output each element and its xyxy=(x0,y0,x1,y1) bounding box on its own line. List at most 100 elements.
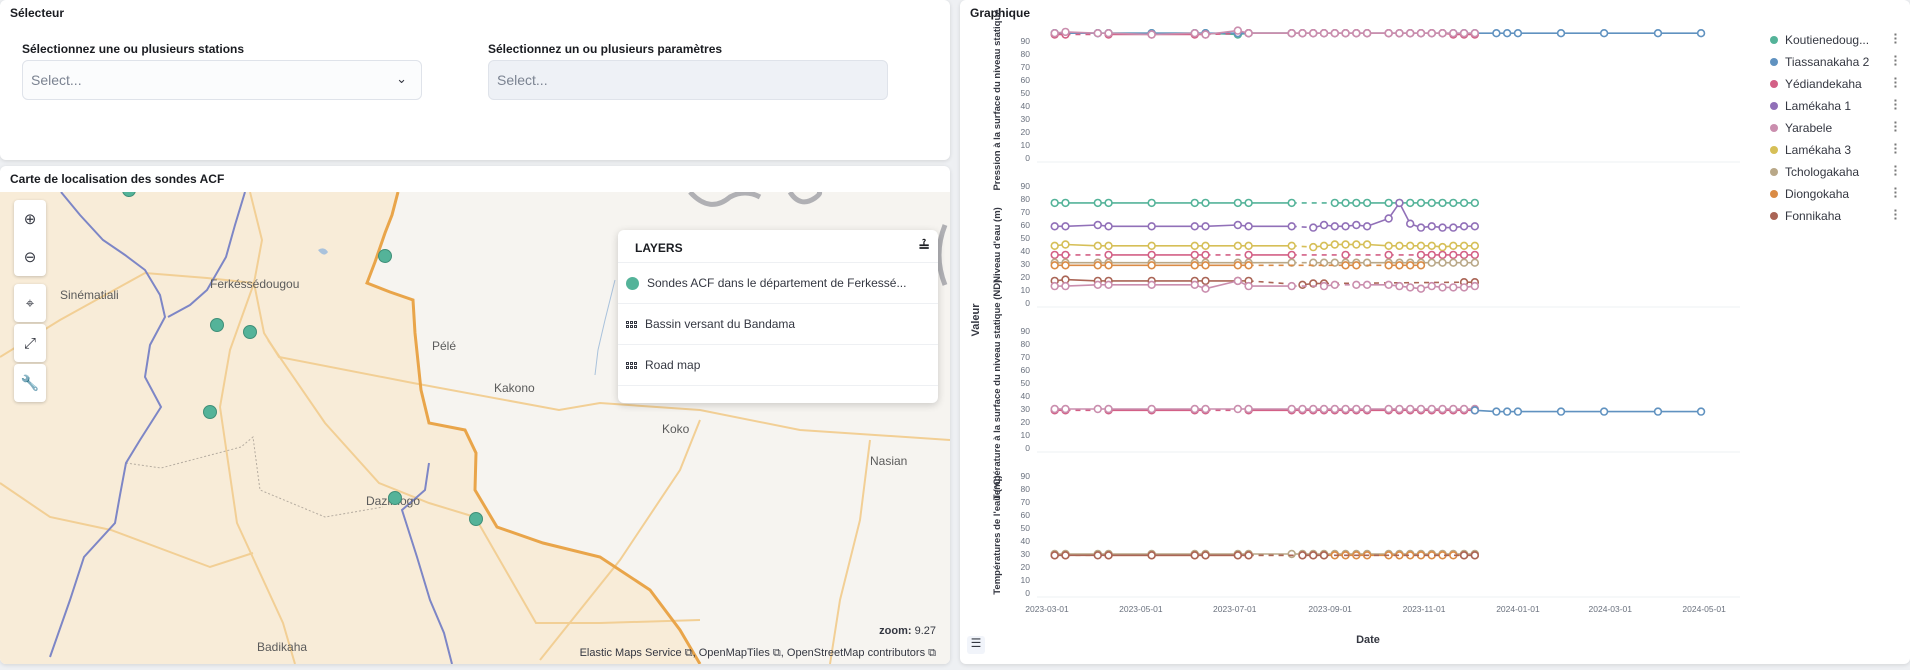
layer-item-sondes[interactable]: Sondes ACF dans le département de Ferkes… xyxy=(618,263,938,304)
roads xyxy=(0,192,950,664)
data-point xyxy=(1201,241,1210,251)
more-options-icon[interactable]: ▪ ▪ ▪ xyxy=(1894,184,1897,201)
data-point xyxy=(1438,250,1447,260)
data-point xyxy=(1416,261,1426,270)
fullscreen-button[interactable]: ⤢ xyxy=(14,324,46,362)
data-point xyxy=(1104,29,1113,38)
data-point xyxy=(1050,551,1059,560)
place-label: Badikaha xyxy=(257,640,308,654)
chevron-down-icon[interactable]: ⌄ xyxy=(396,71,407,86)
more-options-icon[interactable]: ▪ ▪ ▪ xyxy=(1894,206,1897,223)
data-point xyxy=(1362,29,1372,38)
legend-item[interactable]: Lamékaha 1 ▪ ▪ ▪ xyxy=(1768,95,1900,117)
more-options-icon[interactable]: ▪ ▪ ▪ xyxy=(1894,52,1897,69)
probe-point[interactable] xyxy=(210,318,224,332)
data-point xyxy=(1201,30,1210,39)
locate-button[interactable]: ⌖ xyxy=(14,284,46,322)
data-point xyxy=(1470,250,1480,260)
legend-item[interactable]: Lamékaha 3 ▪ ▪ ▪ xyxy=(1768,139,1900,161)
data-point xyxy=(1233,551,1243,560)
legend-item[interactable]: Koutienedoug... ▪ ▪ ▪ xyxy=(1768,29,1900,51)
data-point xyxy=(1061,551,1070,560)
y-tick-label: 90 xyxy=(1021,181,1031,191)
probe-point[interactable] xyxy=(378,249,392,263)
data-point xyxy=(1244,551,1253,560)
y-axis-label: Température à la surface du niveau stati… xyxy=(992,280,1003,501)
tools-button[interactable]: 🔧 xyxy=(14,364,46,402)
data-point xyxy=(1384,29,1393,38)
legend-item[interactable]: Tchologakaha ▪ ▪ ▪ xyxy=(1768,161,1900,183)
legend-label: Tchologakaha xyxy=(1785,165,1860,179)
more-options-icon[interactable]: ▪ ▪ ▪ xyxy=(1894,118,1897,135)
data-point xyxy=(1513,29,1523,38)
data-point xyxy=(1201,261,1210,270)
data-point xyxy=(1427,250,1436,260)
data-point xyxy=(1201,284,1210,293)
legend-item[interactable]: Yarabele ▪ ▪ ▪ xyxy=(1768,117,1900,139)
y-tick-label: 80 xyxy=(1021,484,1031,494)
stations-placeholder: Select... xyxy=(31,72,82,88)
layer-item-bassin[interactable]: Bassin versant du Bandama xyxy=(618,304,938,345)
params-select[interactable]: Select... xyxy=(488,60,888,100)
legend-item[interactable]: Yédiandekaha ▪ ▪ ▪ xyxy=(1768,73,1900,95)
data-point xyxy=(1492,29,1501,38)
collapse-layers-icon[interactable]: ≟ xyxy=(918,238,930,254)
zoom-in-icon[interactable]: ⊕ xyxy=(23,211,37,228)
x-tick-label: 2023-09-01 xyxy=(1308,604,1352,614)
legend-toggle-icon[interactable]: ☰ xyxy=(967,636,985,654)
data-point xyxy=(1104,198,1113,208)
zoom-out-icon[interactable]: ⊖ xyxy=(23,249,37,266)
data-point xyxy=(1061,281,1070,291)
lake xyxy=(318,248,328,255)
data-point xyxy=(1190,198,1199,208)
chart-svg[interactable]: 0 10 20 30 40 50 60 70 80 90 Pression à la surface… xyxy=(960,0,1910,664)
y-tick-label: 80 xyxy=(1021,49,1031,59)
stations-select[interactable]: Select... ⌄ xyxy=(22,60,422,100)
data-point xyxy=(1438,223,1447,232)
series-line-segment xyxy=(1108,32,1152,36)
layer-item-road-map[interactable]: Road map xyxy=(618,345,938,386)
y-tick-label: 90 xyxy=(1021,326,1031,336)
district-boundary xyxy=(125,436,384,518)
data-point xyxy=(1298,404,1307,414)
y-tick-label: 40 xyxy=(1021,391,1031,401)
data-point xyxy=(1330,222,1339,231)
more-options-icon[interactable]: ▪ ▪ ▪ xyxy=(1894,162,1897,179)
attribution-link[interactable]: OpenStreetMap contributors xyxy=(786,647,926,659)
data-point xyxy=(1319,281,1329,291)
probe-point[interactable] xyxy=(469,512,483,526)
probe-point[interactable] xyxy=(388,491,402,505)
y-tick-label: 10 xyxy=(1021,430,1031,440)
data-point xyxy=(1384,250,1393,260)
data-point xyxy=(1287,241,1296,251)
y-tick-label: 20 xyxy=(1021,127,1031,137)
data-point xyxy=(1459,29,1469,38)
data-point xyxy=(1061,198,1070,208)
attribution-link[interactable]: Elastic Maps Service xyxy=(579,647,682,659)
legend-label: Lamékaha 3 xyxy=(1785,143,1852,157)
legend-item[interactable]: Fonnikaha ▪ ▪ ▪ xyxy=(1768,205,1900,227)
data-point xyxy=(1470,406,1480,415)
data-point xyxy=(1427,222,1436,231)
attribution-link[interactable]: OpenMapTiles xyxy=(698,647,770,659)
more-options-icon[interactable]: ▪ ▪ ▪ xyxy=(1894,96,1897,113)
x-tick-label: 2024-03-01 xyxy=(1589,604,1633,614)
more-options-icon[interactable]: ▪ ▪ ▪ xyxy=(1894,30,1897,47)
data-point xyxy=(1061,27,1070,37)
data-point xyxy=(1309,29,1318,38)
data-point xyxy=(1599,29,1609,38)
legend-item[interactable]: Tiassanakaha 2 ▪ ▪ ▪ xyxy=(1768,51,1900,73)
legend-item[interactable]: Diongokaha ▪ ▪ ▪ xyxy=(1768,183,1900,205)
more-options-icon[interactable]: ▪ ▪ ▪ xyxy=(1894,140,1897,157)
probe-point[interactable] xyxy=(243,325,257,339)
grid-icon xyxy=(626,320,637,328)
data-point xyxy=(1406,219,1415,228)
data-point xyxy=(1093,280,1102,289)
data-point xyxy=(1244,250,1253,260)
probe-point[interactable] xyxy=(203,405,217,419)
rivers xyxy=(49,192,616,664)
more-options-icon[interactable]: ▪ ▪ ▪ xyxy=(1894,74,1897,91)
data-point xyxy=(1449,198,1458,208)
series-line-segment xyxy=(1205,280,1239,290)
map-canvas[interactable]: Sinématiali Ferkéssédougou Pélé Kakono Koko N… xyxy=(0,192,950,664)
